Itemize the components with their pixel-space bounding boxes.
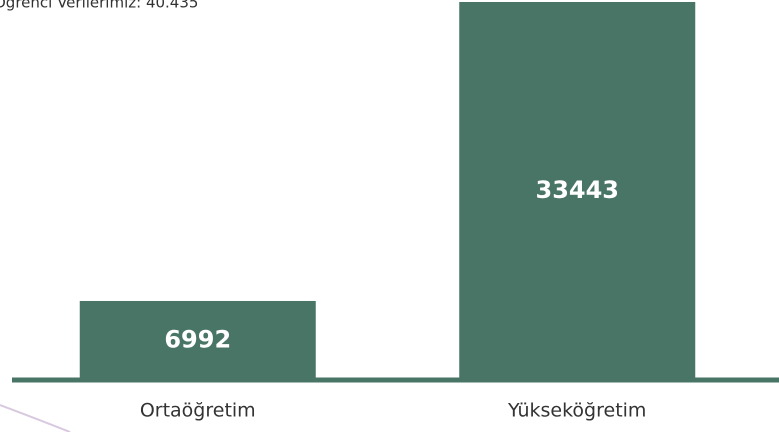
x-tick-label: Yükseköğretim (507, 400, 646, 422)
bar (459, 2, 696, 380)
value-label: 6992 (164, 325, 231, 353)
decoration (0, 404, 71, 432)
value-label: 33443 (536, 176, 620, 204)
chart-title: Öğrenci Verilerimiz: 40.435 (0, 0, 198, 12)
bar (79, 300, 316, 380)
x-tick-label: Ortaöğretim (140, 400, 256, 422)
